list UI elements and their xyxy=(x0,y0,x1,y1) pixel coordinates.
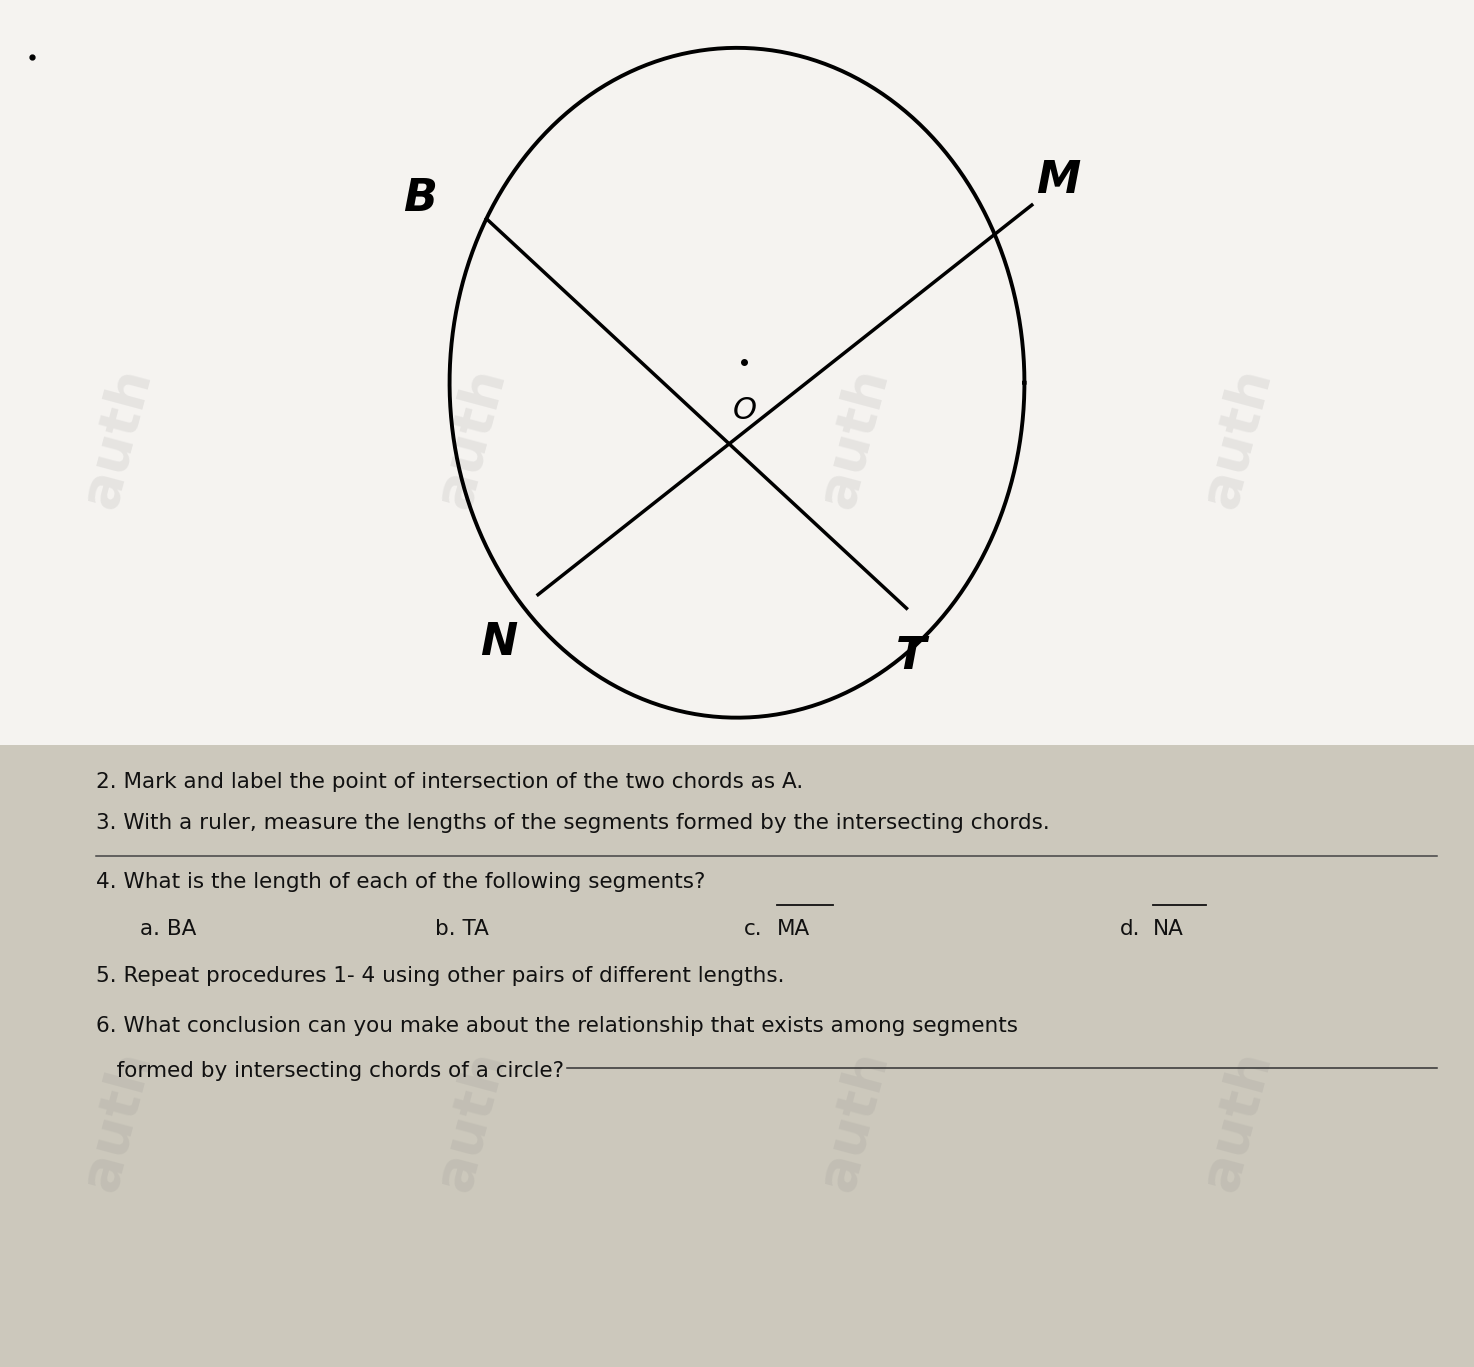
Text: d.: d. xyxy=(1120,919,1141,939)
Text: b. TA: b. TA xyxy=(435,919,489,939)
Text: c.: c. xyxy=(744,919,764,939)
Text: 2. Mark and label the point of intersection of the two chords as A.: 2. Mark and label the point of intersect… xyxy=(96,772,803,793)
Text: auth: auth xyxy=(74,1044,162,1197)
Text: a. BA: a. BA xyxy=(140,919,196,939)
Text: 4. What is the length of each of the following segments?: 4. What is the length of each of the fol… xyxy=(96,872,705,893)
Text: auth: auth xyxy=(427,361,516,514)
Text: auth: auth xyxy=(1194,1044,1282,1197)
Text: N: N xyxy=(479,621,517,664)
Text: T: T xyxy=(896,634,926,678)
Text: auth: auth xyxy=(1194,361,1282,514)
Text: B: B xyxy=(404,176,436,220)
Text: MA: MA xyxy=(777,919,811,939)
Text: formed by intersecting chords of a circle?: formed by intersecting chords of a circl… xyxy=(96,1061,565,1081)
Text: 6. What conclusion can you make about the relationship that exists among segment: 6. What conclusion can you make about th… xyxy=(96,1016,1019,1036)
Text: auth: auth xyxy=(811,1044,899,1197)
FancyBboxPatch shape xyxy=(0,0,1474,745)
Text: auth: auth xyxy=(74,361,162,514)
Text: auth: auth xyxy=(811,361,899,514)
Text: 5. Repeat procedures 1- 4 using other pairs of different lengths.: 5. Repeat procedures 1- 4 using other pa… xyxy=(96,966,784,987)
FancyBboxPatch shape xyxy=(0,745,1474,1367)
Text: NA: NA xyxy=(1153,919,1184,939)
Text: auth: auth xyxy=(427,1044,516,1197)
Text: 3. With a ruler, measure the lengths of the segments formed by the intersecting : 3. With a ruler, measure the lengths of … xyxy=(96,813,1049,834)
Text: M: M xyxy=(1036,159,1080,202)
Text: O: O xyxy=(733,396,756,425)
